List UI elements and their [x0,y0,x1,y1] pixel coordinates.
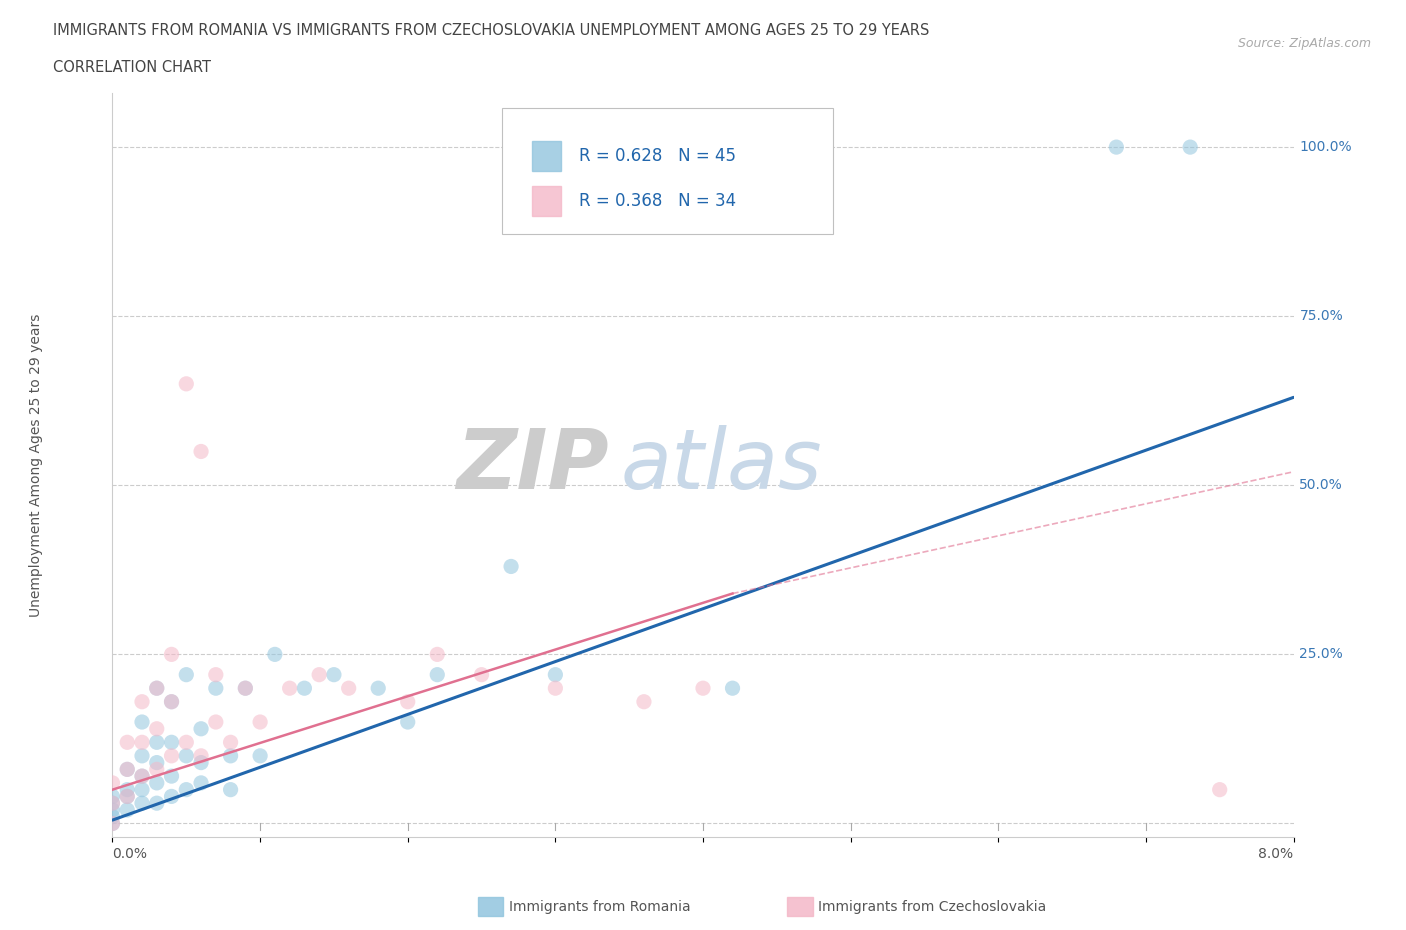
Point [117,782,138,797]
Point [544,681,567,696]
Text: Source: ZipAtlas.com: Source: ZipAtlas.com [1237,37,1371,50]
Point [101,809,124,824]
Point [205,681,228,696]
Text: 75.0%: 75.0% [1299,309,1343,324]
Point [426,647,449,662]
Point [146,681,169,696]
Point [117,803,138,817]
Point [249,714,271,729]
Point [117,735,138,750]
Point [233,681,256,696]
Point [160,769,183,784]
Text: R = 0.628   N = 45: R = 0.628 N = 45 [579,147,735,166]
Point [101,789,124,804]
Point [190,755,212,770]
Point [101,816,124,830]
Point [426,667,449,682]
Text: R = 0.368   N = 34: R = 0.368 N = 34 [579,192,737,210]
Point [219,782,242,797]
Point [117,789,138,804]
Text: atlas: atlas [620,424,823,506]
Point [101,796,124,811]
Point [1178,140,1201,154]
Text: Immigrants from Czechoslovakia: Immigrants from Czechoslovakia [818,899,1046,914]
Point [101,796,124,811]
Point [146,681,169,696]
Point [308,667,330,682]
Point [146,796,169,811]
Point [101,816,124,830]
Point [219,749,242,764]
Point [131,749,153,764]
Point [146,722,169,737]
Text: 25.0%: 25.0% [1299,647,1343,661]
Point [146,762,169,777]
Point [160,735,183,750]
Point [633,695,655,710]
Point [160,789,183,804]
Point [160,749,183,764]
Point [278,681,301,696]
Point [396,695,419,710]
Point [692,681,714,696]
Bar [531,186,561,216]
Point [131,769,153,784]
Text: Immigrants from Romania: Immigrants from Romania [509,899,690,914]
Point [501,559,523,574]
Bar [531,141,561,171]
Point [174,377,197,392]
Point [160,647,183,662]
Text: ZIP: ZIP [456,424,609,506]
Point [219,735,242,750]
Point [190,444,212,458]
Point [190,776,212,790]
Point [131,796,153,811]
Point [323,667,346,682]
Point [292,681,315,696]
Point [205,714,228,729]
Point [190,749,212,764]
Point [190,722,212,737]
Point [146,776,169,790]
Point [101,776,124,790]
Point [1208,782,1232,797]
Point [131,769,153,784]
Point [367,681,389,696]
Text: 8.0%: 8.0% [1258,847,1294,861]
Point [101,803,124,817]
Point [264,647,287,662]
Point [544,667,567,682]
Point [174,749,197,764]
Point [117,762,138,777]
Point [146,755,169,770]
Text: 100.0%: 100.0% [1299,140,1353,154]
Point [117,762,138,777]
Point [117,789,138,804]
Text: 0.0%: 0.0% [112,847,148,861]
Point [146,735,169,750]
Point [205,667,228,682]
Point [721,681,744,696]
Text: 50.0%: 50.0% [1299,478,1343,492]
Point [174,735,197,750]
Point [131,735,153,750]
Point [337,681,360,696]
Point [396,714,419,729]
Point [471,667,494,682]
Text: CORRELATION CHART: CORRELATION CHART [53,60,211,75]
Point [249,749,271,764]
Text: IMMIGRANTS FROM ROMANIA VS IMMIGRANTS FROM CZECHOSLOVAKIA UNEMPLOYMENT AMONG AGE: IMMIGRANTS FROM ROMANIA VS IMMIGRANTS FR… [53,23,929,38]
Point [1105,140,1128,154]
Point [233,681,256,696]
Point [174,782,197,797]
Point [174,667,197,682]
Point [160,695,183,710]
Text: Unemployment Among Ages 25 to 29 years: Unemployment Among Ages 25 to 29 years [28,313,42,617]
Point [131,695,153,710]
Point [131,782,153,797]
FancyBboxPatch shape [502,108,832,234]
Point [131,714,153,729]
Point [160,695,183,710]
